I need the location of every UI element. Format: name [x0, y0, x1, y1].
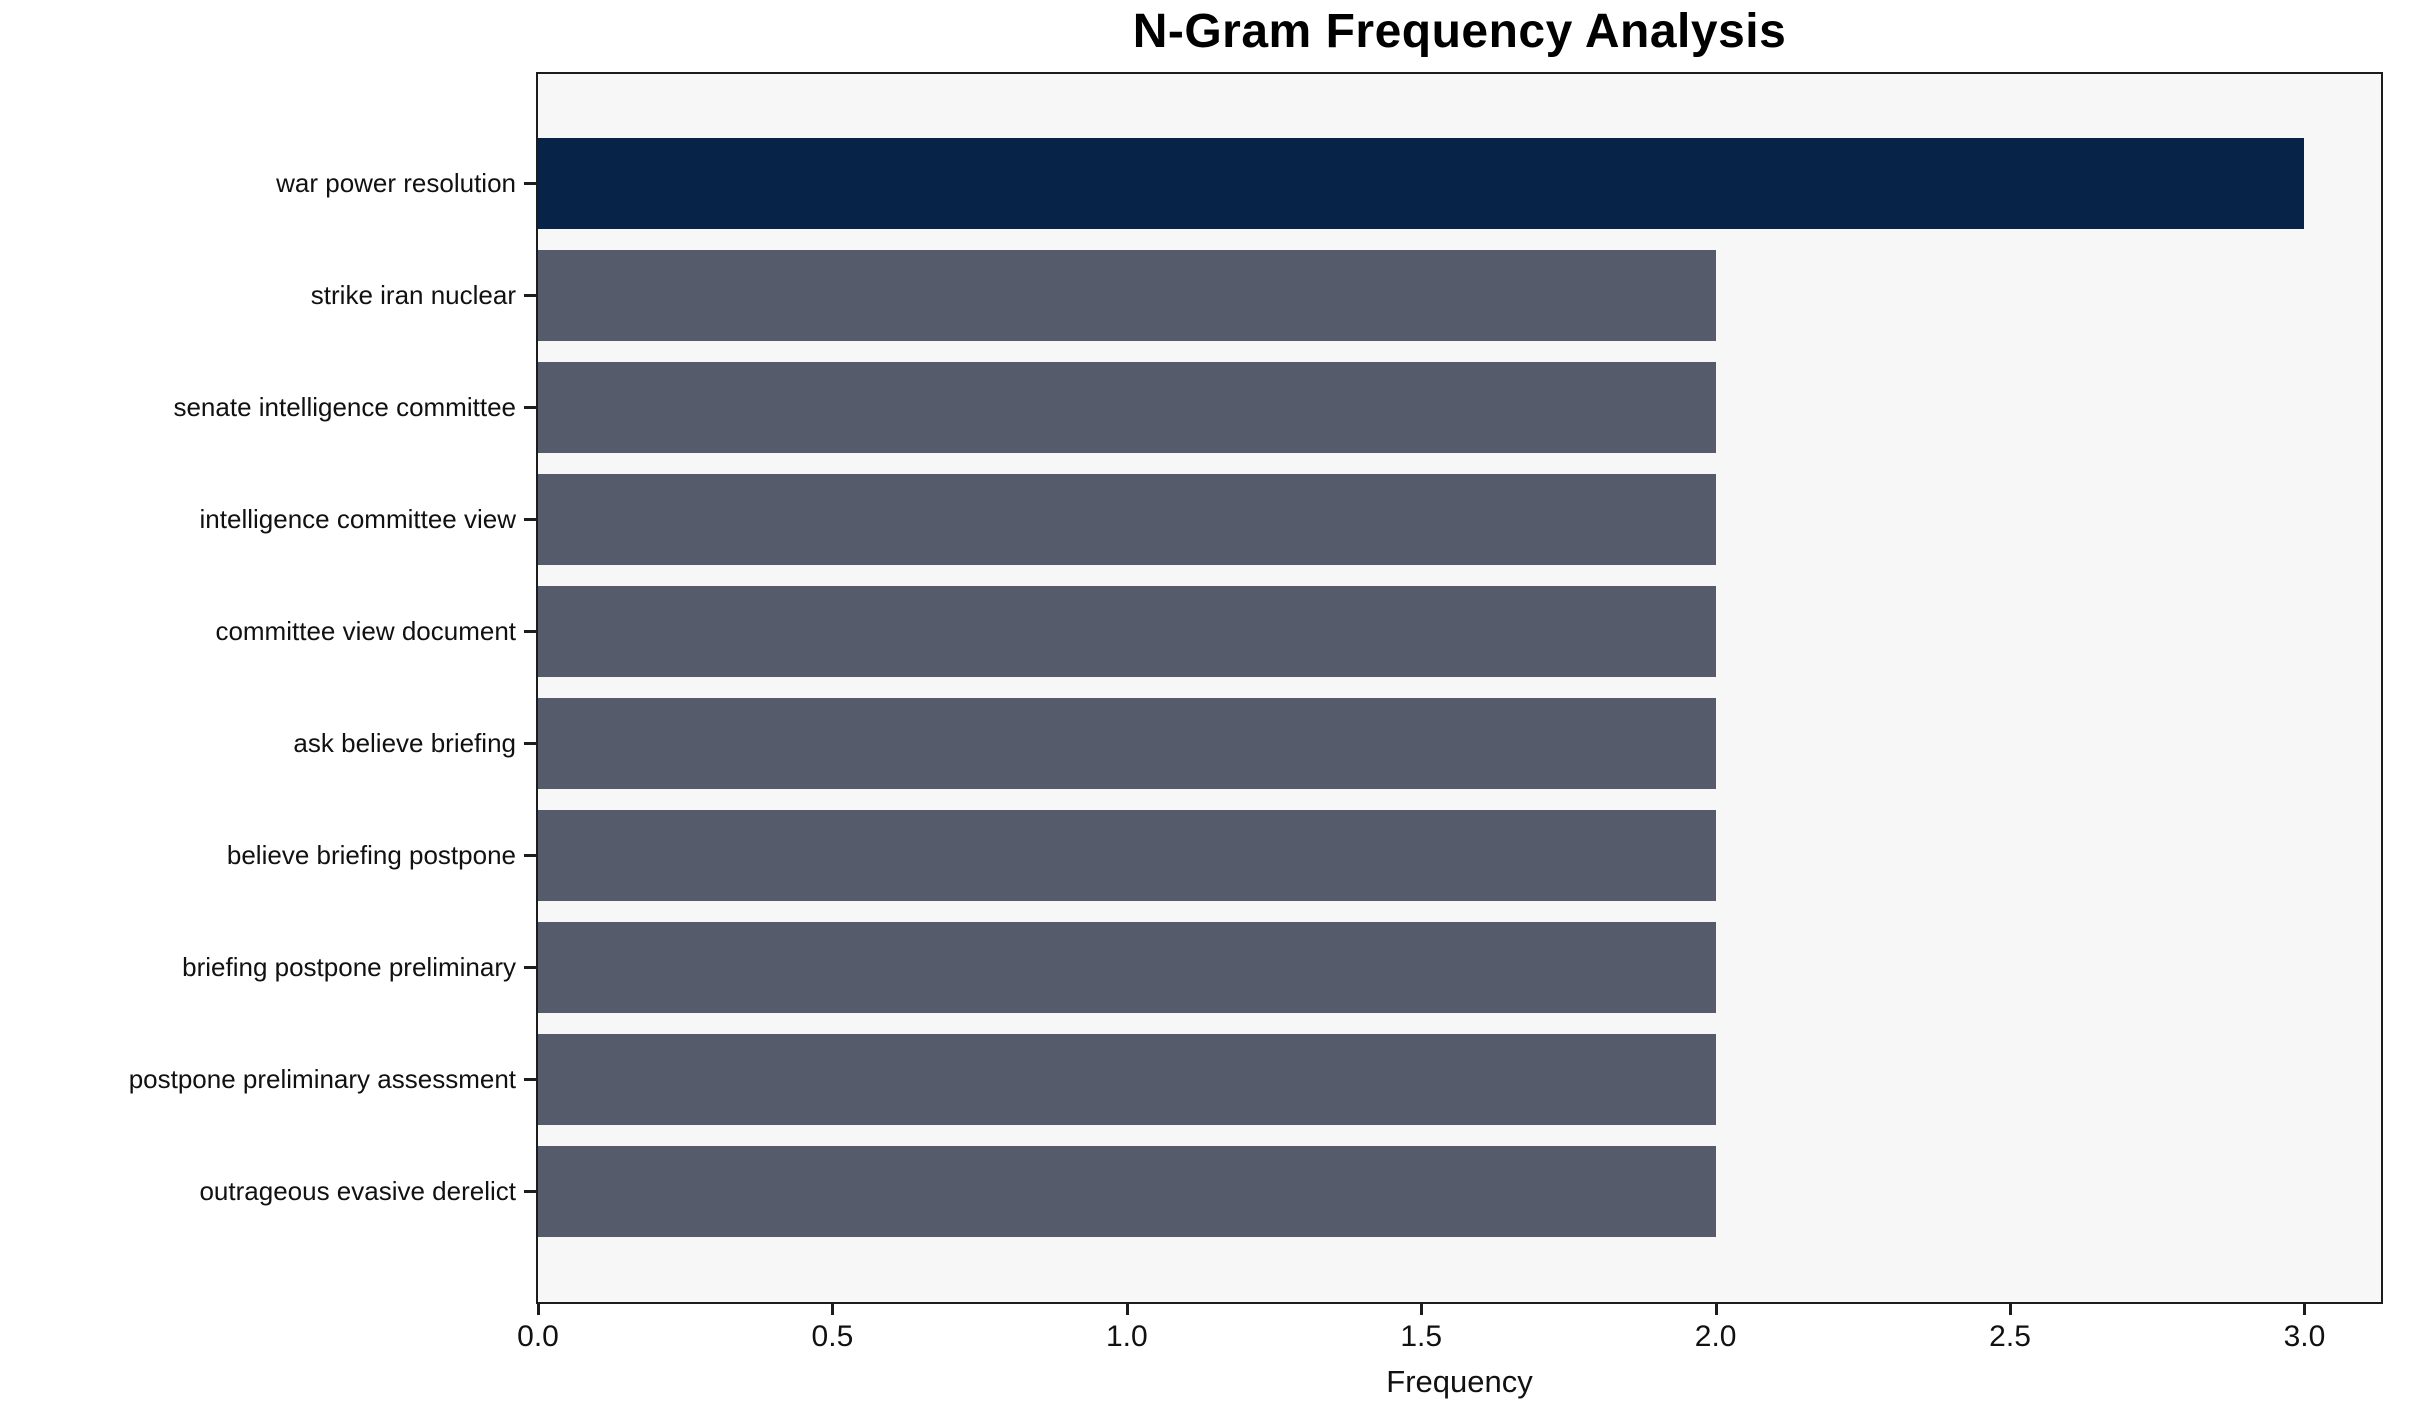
bar-row [538, 351, 2381, 463]
y-tick-mark [524, 1190, 536, 1194]
y-tick-mark [524, 966, 536, 970]
bar-row [538, 463, 2381, 575]
x-tick-label: 1.0 [1105, 1320, 1148, 1353]
bar [538, 922, 1716, 1014]
x-tick-label: 0.0 [517, 1320, 559, 1353]
y-tick-mark [524, 517, 536, 521]
y-axis-label: ask believe briefing [293, 728, 516, 759]
x-tick-mark [1420, 1304, 1424, 1315]
x-axis-ticks: 0.0 0.5 1.0 1.5 2.0 2.5 3.0 [517, 1304, 2381, 1374]
bar-row [538, 1024, 2381, 1136]
y-tick-mark [524, 181, 536, 185]
bar-row [538, 687, 2381, 799]
y-axis-label: war power resolution [276, 167, 516, 198]
y-label-row: senate intelligence committee [0, 351, 536, 463]
x-tick-mark [1714, 1304, 1718, 1315]
bar-row [538, 127, 2381, 239]
bar-row [538, 575, 2381, 687]
bar [538, 473, 1716, 565]
y-label-row: war power resolution [0, 127, 536, 239]
x-axis-title: Frequency [1386, 1364, 1533, 1399]
y-label-row: ask believe briefing [0, 687, 536, 799]
x-tick-mark [2303, 1304, 2307, 1315]
bar [538, 1034, 1716, 1126]
y-tick-mark [524, 629, 536, 633]
y-axis-labels: war power resolution strike iran nuclear s… [0, 74, 536, 1302]
x-tick-label: 2.5 [1989, 1320, 2031, 1353]
y-label-row: postpone preliminary assessment [0, 1024, 536, 1136]
chart-title: N-Gram Frequency Analysis [1132, 5, 1787, 58]
bar [538, 810, 1716, 902]
x-tick-mark [2009, 1304, 2013, 1315]
y-tick-mark [524, 854, 536, 858]
y-axis-label: intelligence committee view [199, 503, 516, 534]
y-label-row: intelligence committee view [0, 463, 536, 575]
bar [538, 137, 2305, 229]
bar [538, 361, 1716, 453]
bar [538, 585, 1716, 677]
bar-row [538, 800, 2381, 912]
y-axis-label: senate intelligence committee [173, 391, 516, 422]
bar-row [538, 239, 2381, 351]
x-tick-label: 1.5 [1400, 1320, 1443, 1353]
x-tick-label: 2.0 [1694, 1320, 1737, 1353]
x-tick-label: 0.5 [811, 1320, 854, 1353]
bar-row [538, 1136, 2381, 1248]
bar-row [538, 912, 2381, 1024]
y-label-row: committee view document [0, 575, 536, 687]
x-tick-label: 3.0 [2283, 1320, 2326, 1353]
x-tick-mark [831, 1304, 835, 1315]
y-axis-label: strike iran nuclear [310, 279, 516, 310]
bar [538, 1146, 1716, 1238]
y-tick-mark [524, 405, 536, 409]
y-axis-label: outrageous evasive derelict [199, 1176, 516, 1207]
y-label-row: outrageous evasive derelict [0, 1136, 536, 1248]
y-tick-mark [524, 293, 536, 297]
x-tick-mark [537, 1304, 540, 1315]
y-axis-label: briefing postpone preliminary [182, 952, 516, 983]
bar [538, 249, 1716, 341]
bar [538, 698, 1716, 790]
x-tick-mark [1125, 1304, 1129, 1315]
y-axis-label: postpone preliminary assessment [128, 1064, 516, 1095]
y-label-row: briefing postpone preliminary [0, 912, 536, 1024]
y-tick-mark [524, 1078, 536, 1082]
y-tick-mark [524, 742, 536, 746]
y-label-row: strike iran nuclear [0, 239, 536, 351]
y-axis-label: believe briefing postpone [226, 840, 516, 871]
y-label-row: believe briefing postpone [0, 800, 536, 912]
y-axis-label: committee view document [215, 615, 516, 646]
bar-rows [538, 74, 2381, 1302]
